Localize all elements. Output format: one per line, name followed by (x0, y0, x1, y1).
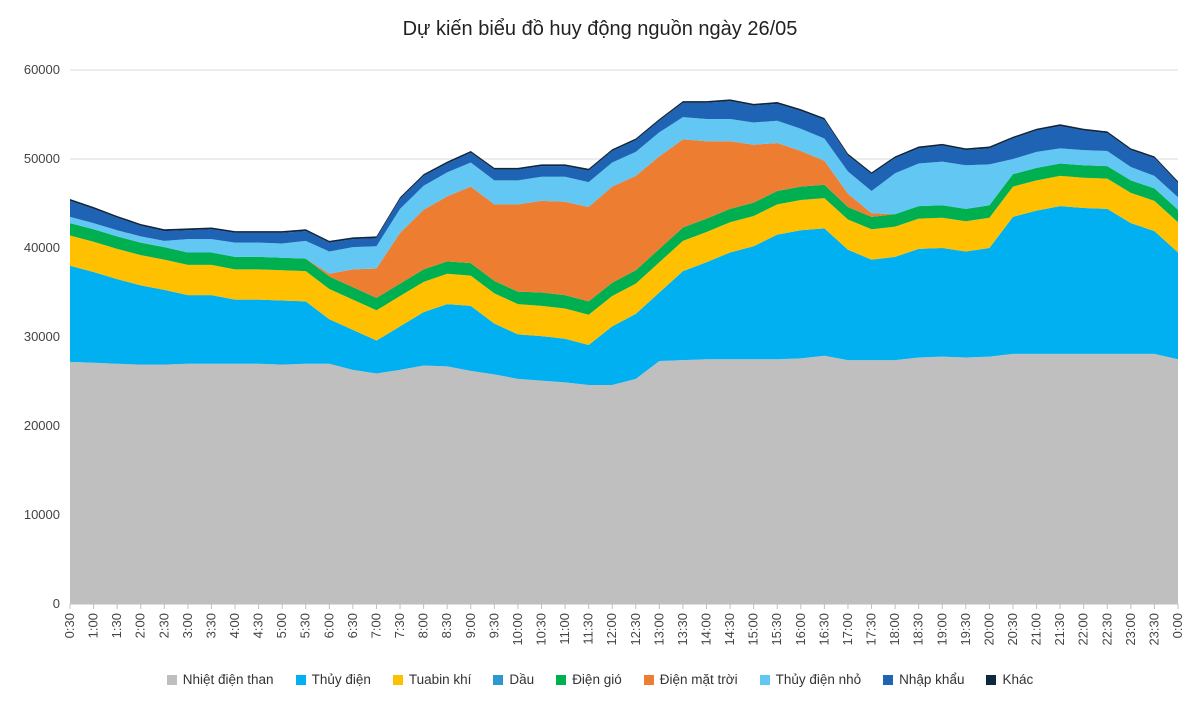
x-tick-label: 17:00 (840, 613, 855, 646)
y-tick-label: 50000 (24, 151, 60, 166)
legend-item: Nhiệt điện than (166, 672, 274, 687)
legend-swatch (759, 674, 770, 685)
legend-item: Tuabin khí (392, 672, 472, 687)
x-tick-label: 23:30 (1146, 613, 1161, 646)
x-tick-label: 16:30 (816, 613, 831, 646)
area-series-2 (70, 175, 1178, 346)
legend-item: Khác (986, 672, 1033, 687)
x-tick-label: 16:00 (793, 613, 808, 646)
legend-swatch (493, 674, 504, 685)
legend-swatch (295, 674, 306, 685)
x-tick-label: 1:00 (86, 613, 101, 638)
area-series-6 (70, 117, 1178, 274)
legend-label: Dầu (509, 672, 535, 687)
x-tick-label: 21:00 (1029, 613, 1044, 646)
legend-label: Điện mặt trời (659, 672, 738, 687)
x-tick-label: 7:00 (368, 613, 383, 638)
area-series-5 (70, 139, 1178, 302)
x-tick-label: 19:30 (958, 613, 973, 646)
legend-item: Nhập khẩu (883, 672, 964, 687)
legend-swatch (556, 674, 567, 685)
x-tick-label: 4:00 (227, 613, 242, 638)
legend-label: Nhập khẩu (899, 672, 965, 687)
x-tick-label: 3:30 (203, 613, 218, 638)
x-tick-label: 23:00 (1123, 613, 1138, 646)
y-tick-label: 0 (53, 596, 60, 611)
x-tick-label: 6:30 (345, 613, 360, 638)
x-tick-label: 2:00 (133, 613, 148, 638)
x-tick-label: 5:30 (298, 613, 313, 638)
legend-swatch (986, 674, 997, 685)
x-tick-label: 3:00 (180, 613, 195, 638)
x-tick-label: 10:30 (533, 613, 548, 646)
legend-item: Điện mặt trời (643, 672, 738, 687)
chart-legend: Nhiệt điện than Thủy điện Tuabin khí Dầu Điệ… (0, 672, 1200, 687)
x-tick-label: 9:30 (486, 613, 501, 638)
area-series-0 (70, 353, 1178, 604)
x-tick-label: 19:00 (934, 613, 949, 646)
x-tick-label: 10:00 (510, 613, 525, 646)
legend-label: Thủy điện (311, 672, 371, 687)
legend-label: Thủy điện nhỏ (775, 672, 862, 687)
x-tick-label: 22:00 (1076, 613, 1091, 646)
legend-item: Dầu (493, 672, 534, 687)
x-tick-label: 9:00 (463, 613, 478, 638)
x-tick-label: 0:30 (62, 613, 77, 638)
x-tick-label: 18:30 (911, 613, 926, 646)
x-tick-label: 4:30 (251, 613, 266, 638)
area-series-4 (70, 163, 1178, 315)
legend-label: Khác (1002, 672, 1034, 687)
y-tick-label: 60000 (24, 62, 60, 77)
x-tick-label: 11:00 (557, 613, 572, 645)
y-tick-label: 10000 (24, 507, 60, 522)
x-tick-label: 5:00 (274, 613, 289, 638)
legend-swatch (392, 674, 403, 685)
x-tick-label: 11:30 (581, 613, 596, 645)
legend-label: Tuabin khí (408, 672, 472, 687)
legend-item: Thủy điện (295, 672, 371, 687)
x-tick-label: 22:30 (1099, 613, 1114, 646)
x-tick-label: 15:30 (769, 613, 784, 646)
legend-swatch (883, 674, 894, 685)
area-series-7 (70, 101, 1178, 252)
y-tick-label: 40000 (24, 240, 60, 255)
x-tick-label: 14:30 (722, 613, 737, 646)
x-tick-label: 12:30 (628, 613, 643, 646)
x-tick-label: 13:00 (651, 613, 666, 646)
x-tick-label: 14:00 (699, 613, 714, 646)
x-tick-label: 1:30 (109, 613, 124, 638)
x-tick-label: 13:30 (675, 613, 690, 646)
y-tick-label: 30000 (24, 329, 60, 344)
x-tick-label: 8:30 (439, 613, 454, 638)
legend-swatch (166, 674, 177, 685)
legend-item: Điện gió (556, 672, 622, 687)
y-tick-label: 20000 (24, 418, 60, 433)
x-tick-label: 12:00 (604, 613, 619, 646)
legend-label: Nhiệt điện than (182, 672, 274, 687)
x-tick-label: 8:00 (416, 613, 431, 638)
x-tick-label: 18:00 (887, 613, 902, 646)
legend-item: Thủy điện nhỏ (759, 672, 862, 687)
x-tick-label: 21:30 (1052, 613, 1067, 646)
area-series-1 (70, 206, 1178, 386)
legend-label: Điện gió (572, 672, 622, 687)
x-tick-label: 15:00 (746, 613, 761, 646)
x-tick-label: 2:30 (156, 613, 171, 638)
x-tick-label: 7:30 (392, 613, 407, 638)
x-tick-label: 6:00 (321, 613, 336, 638)
x-tick-label: 20:00 (981, 613, 996, 646)
legend-swatch (643, 674, 654, 685)
x-tick-label: 0:00 (1170, 613, 1185, 638)
chart-title: Dự kiến biểu đồ huy động nguồn ngày 26/0… (402, 18, 798, 40)
x-tick-label: 20:30 (1005, 613, 1020, 646)
x-tick-label: 17:30 (864, 613, 879, 646)
